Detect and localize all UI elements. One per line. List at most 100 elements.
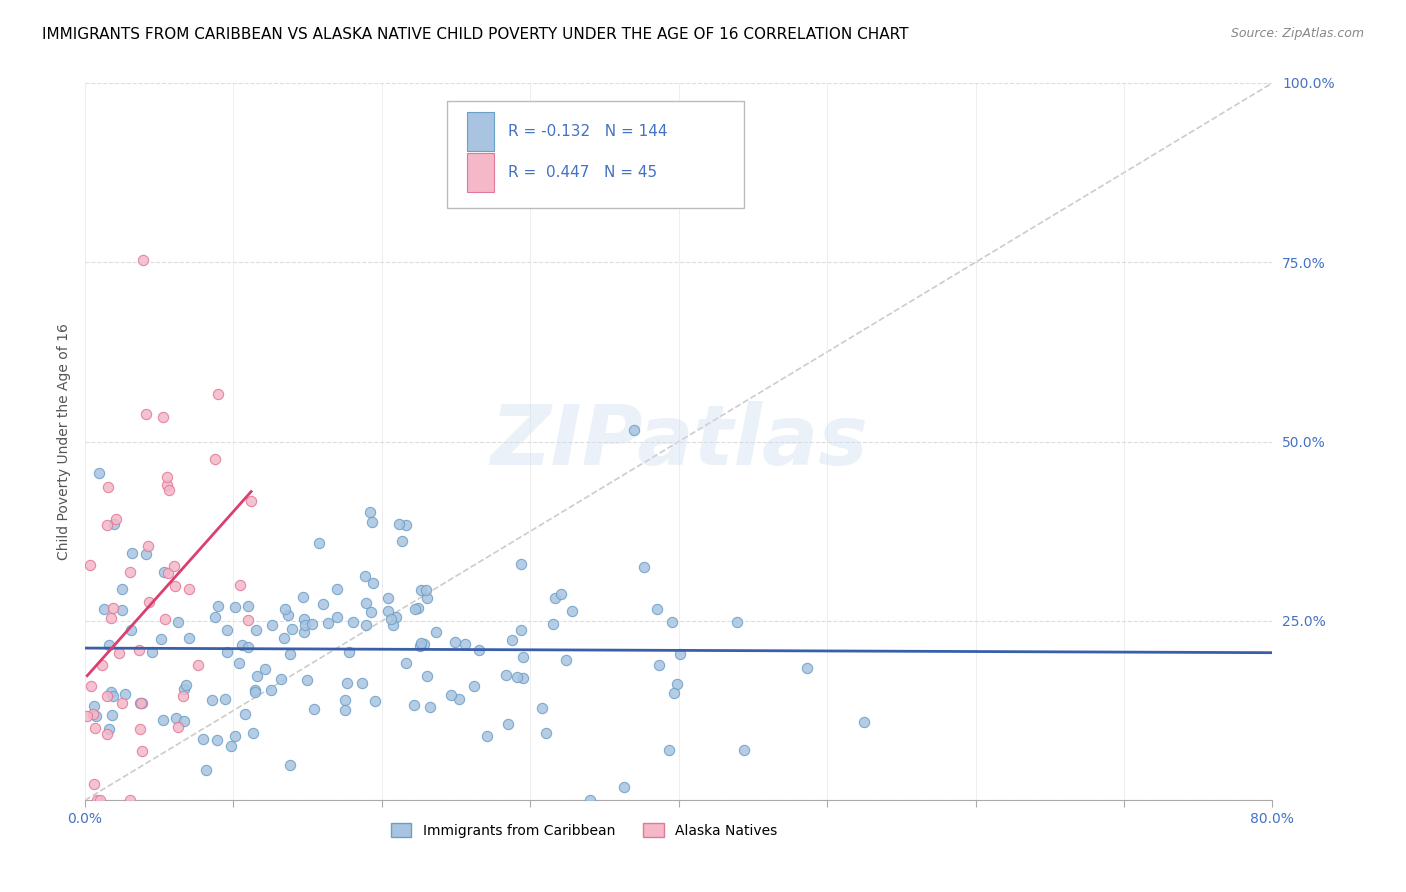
Point (152, 409, 174, 424)
Point (633, 560, 655, 574)
Point (308, 536, 330, 550)
Point (242, 726, 264, 740)
Point (135, 407, 157, 421)
Point (498, 717, 520, 731)
Point (87, 466, 110, 480)
Point (243, 683, 266, 698)
Point (666, 677, 689, 691)
Point (302, 702, 325, 716)
Point (312, 597, 335, 611)
Point (111, 582, 134, 596)
Point (217, 644, 239, 658)
Point (352, 676, 374, 690)
Point (128, 722, 150, 736)
Point (277, 608, 299, 623)
Point (100, 611, 122, 625)
Point (447, 691, 470, 706)
Point (101, 707, 124, 722)
Point (165, 710, 187, 724)
Point (561, 604, 583, 618)
Point (354, 596, 377, 610)
Point (388, 517, 411, 532)
Point (664, 686, 686, 700)
Point (172, 689, 194, 703)
Point (163, 579, 186, 593)
Point (495, 667, 517, 681)
Point (153, 612, 176, 626)
Point (98, 722, 121, 736)
Point (240, 493, 263, 508)
Point (292, 625, 315, 640)
Point (179, 582, 201, 597)
Point (191, 731, 214, 746)
Point (214, 692, 236, 706)
Point (253, 662, 276, 676)
Point (645, 602, 668, 616)
Point (278, 757, 301, 772)
Point (118, 793, 141, 807)
Point (233, 706, 256, 721)
Point (425, 625, 447, 640)
Point (468, 643, 491, 657)
Point (353, 568, 375, 582)
Point (356, 618, 378, 632)
Point (336, 675, 359, 690)
Point (156, 469, 179, 483)
Point (111, 603, 134, 617)
Point (80, 679, 103, 693)
Point (219, 739, 242, 754)
Point (104, 511, 127, 525)
Point (412, 636, 434, 650)
Point (409, 636, 432, 650)
Point (623, 423, 645, 437)
Point (152, 714, 174, 728)
Point (342, 615, 364, 629)
Point (224, 729, 246, 743)
Point (648, 657, 671, 672)
Point (207, 387, 229, 401)
Point (179, 631, 201, 645)
Point (236, 613, 259, 627)
Point (138, 594, 160, 608)
Point (543, 617, 565, 632)
Point (260, 682, 283, 697)
Point (463, 679, 485, 693)
Point (444, 635, 467, 649)
Point (236, 599, 259, 613)
Point (416, 669, 439, 683)
Point (440, 688, 463, 702)
Point (395, 656, 418, 670)
Point (228, 656, 250, 670)
Point (280, 622, 302, 636)
Point (292, 591, 315, 605)
Point (135, 547, 157, 561)
Point (111, 696, 134, 710)
Point (534, 726, 557, 740)
Point (76, 709, 98, 723)
Point (262, 618, 284, 632)
Point (669, 647, 692, 661)
Point (391, 533, 413, 548)
Point (274, 602, 297, 616)
Point (475, 729, 498, 743)
Point (121, 546, 143, 560)
Point (98, 638, 121, 652)
Point (301, 616, 323, 631)
Point (82, 707, 104, 722)
Point (91, 658, 114, 673)
Point (195, 764, 218, 778)
Point (853, 715, 876, 730)
Point (141, 645, 163, 659)
Point (100, 684, 122, 698)
Point (96, 726, 118, 740)
Text: ZIPatlas: ZIPatlas (489, 401, 868, 482)
Point (419, 700, 441, 714)
Point (377, 604, 399, 618)
Point (361, 575, 384, 590)
Point (163, 559, 186, 574)
Point (224, 599, 246, 614)
Point (364, 693, 387, 707)
Point (156, 478, 179, 492)
Point (796, 661, 818, 675)
Point (229, 577, 252, 591)
